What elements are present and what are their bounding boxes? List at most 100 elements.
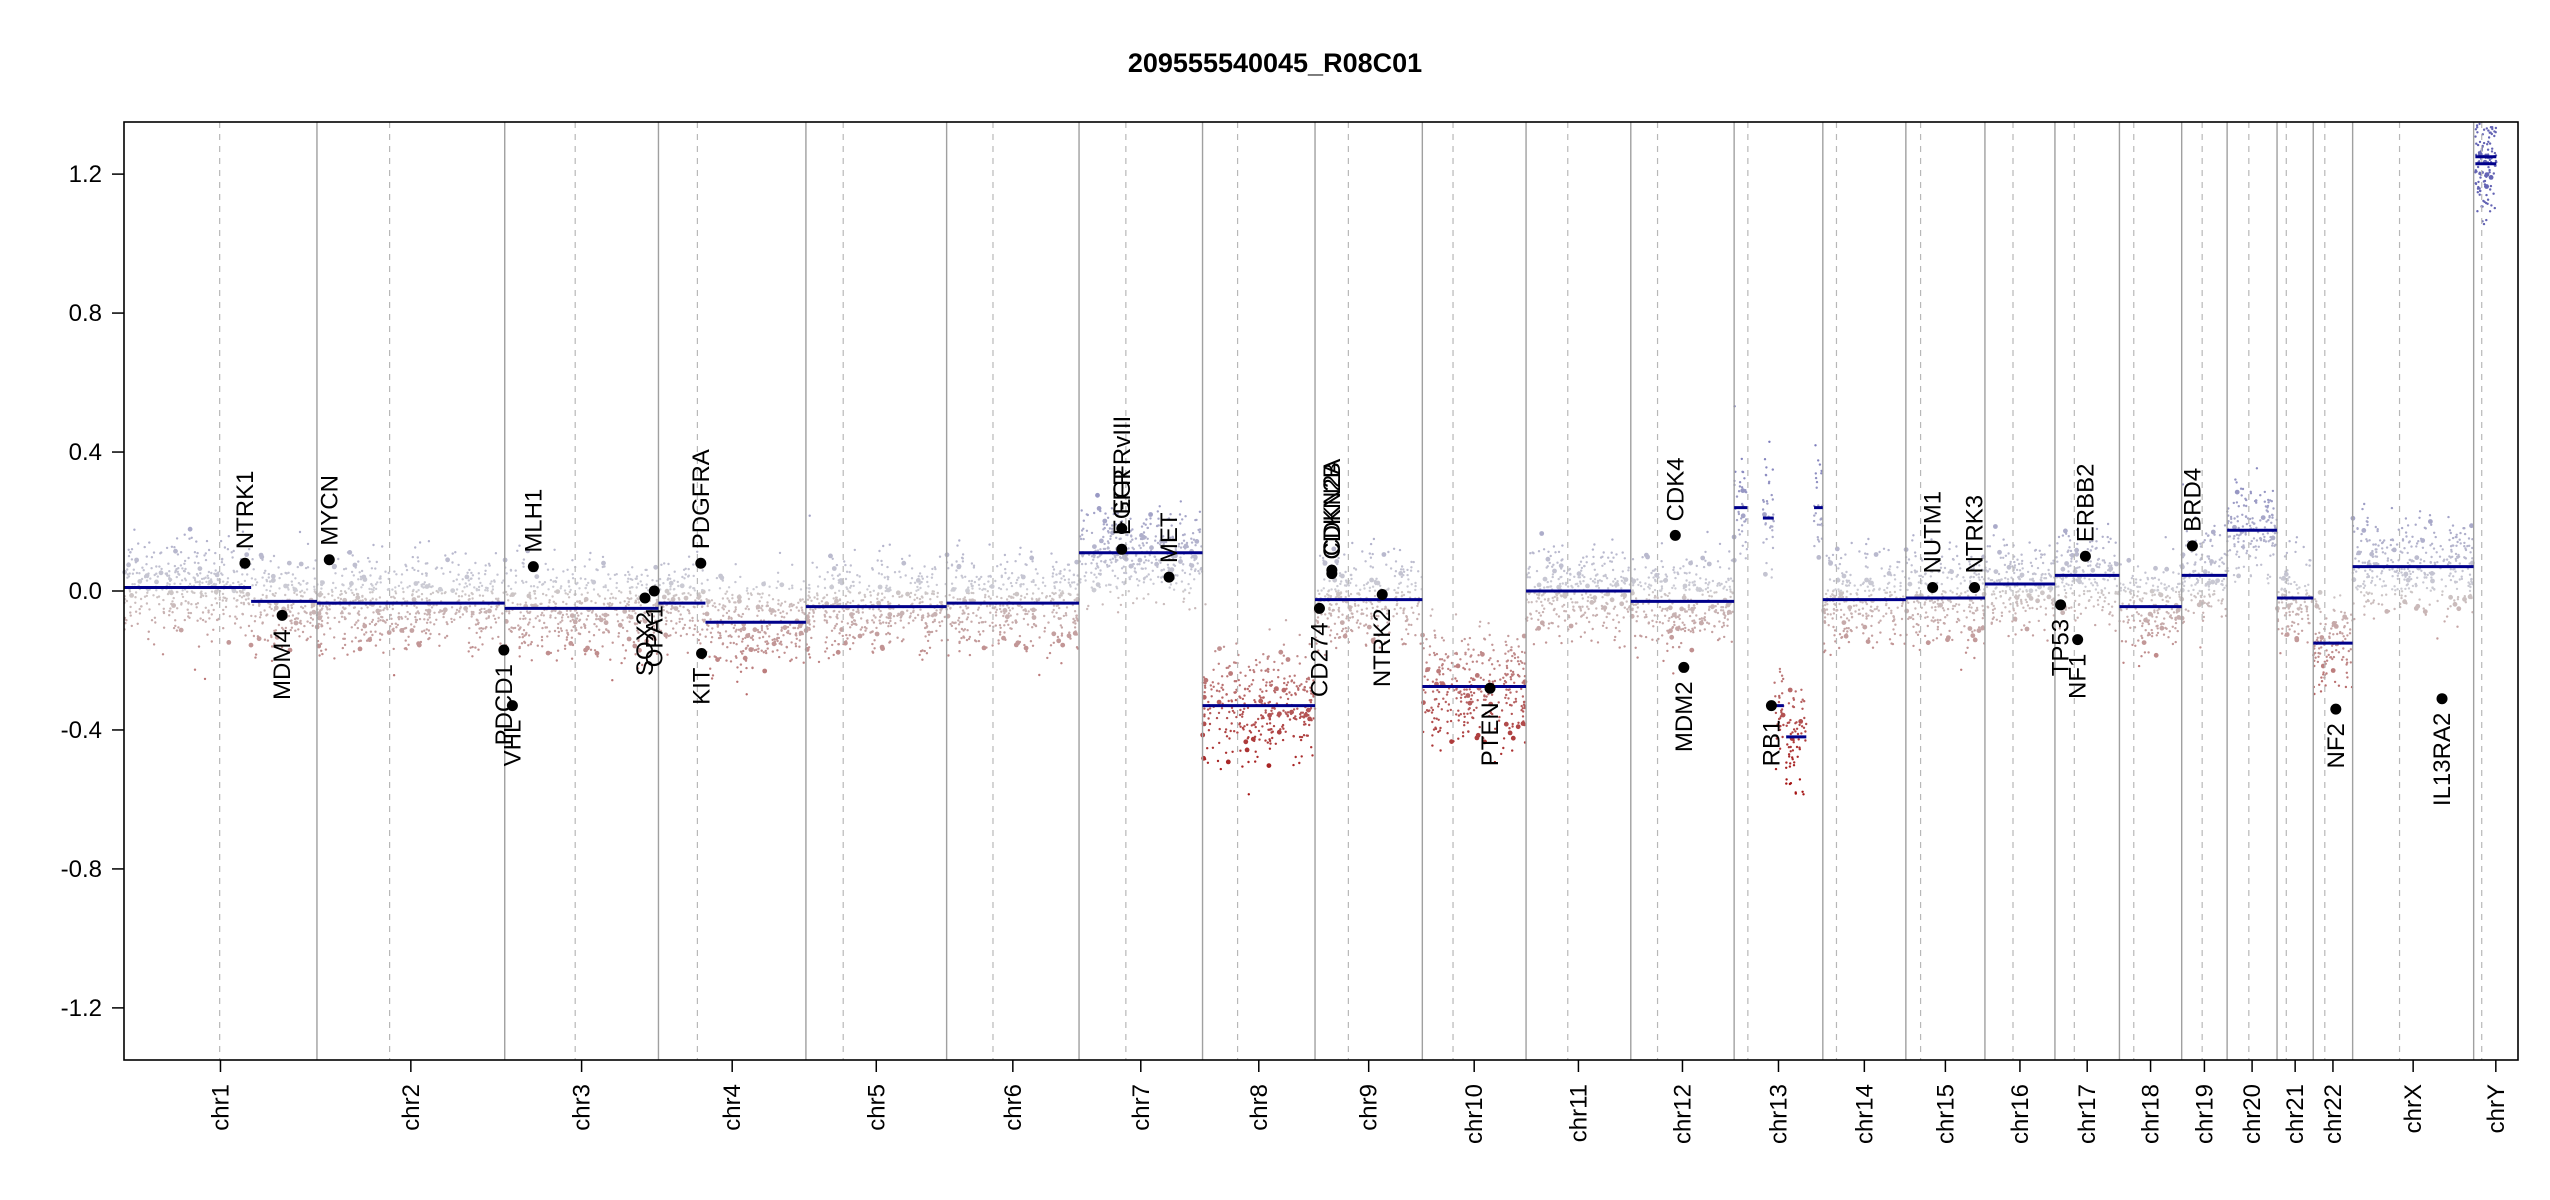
probe-point: [1489, 657, 1492, 660]
probe-point: [261, 576, 264, 579]
probe-point: [186, 590, 189, 593]
probe-point: [825, 593, 829, 597]
probe-point: [1007, 623, 1010, 626]
probe-point: [1337, 636, 1341, 639]
probe-point: [557, 630, 561, 634]
probe-point: [984, 620, 987, 624]
probe-point: [725, 659, 728, 662]
probe-point: [171, 611, 174, 614]
probe-point: [1152, 582, 1155, 585]
probe-point: [1072, 617, 1075, 621]
probe-point: [227, 535, 230, 538]
probe-point: [644, 638, 650, 644]
probe-point: [1003, 553, 1007, 557]
probe-point: [1283, 677, 1286, 680]
probe-point: [588, 558, 591, 561]
probe-point: [1407, 578, 1410, 581]
probe-point: [816, 594, 819, 597]
probe-point: [619, 601, 622, 604]
probe-point: [1402, 611, 1405, 615]
probe-point: [611, 641, 614, 644]
probe-point: [924, 635, 927, 638]
probe-point: [957, 619, 960, 622]
probe-point: [843, 560, 846, 563]
probe-point: [1208, 707, 1212, 710]
probe-point: [651, 579, 654, 582]
probe-point: [1281, 662, 1284, 665]
probe-point: [1188, 564, 1192, 567]
probe-point: [234, 615, 237, 618]
probe-point: [1512, 652, 1516, 655]
probe-point: [823, 578, 826, 581]
probe-point: [970, 562, 974, 565]
probe-point: [464, 582, 467, 585]
probe-point: [699, 642, 702, 645]
probe-point: [741, 640, 744, 643]
probe-point: [128, 572, 131, 575]
probe-point: [1203, 715, 1206, 718]
probe-point: [1551, 575, 1554, 579]
probe-point: [1631, 584, 1635, 587]
probe-point: [1305, 709, 1309, 712]
probe-point: [1673, 623, 1676, 627]
probe-point: [958, 539, 961, 542]
probe-point: [1703, 628, 1707, 631]
probe-point: [1268, 722, 1272, 725]
probe-point: [230, 551, 233, 554]
probe-point: [397, 612, 401, 615]
probe-point: [527, 634, 531, 637]
probe-point: [1591, 627, 1594, 631]
probe-point: [1724, 606, 1728, 609]
probe-point: [465, 610, 468, 613]
probe-point: [280, 572, 283, 576]
probe-point: [265, 578, 268, 582]
probe-point: [1614, 635, 1617, 639]
probe-point: [824, 641, 827, 644]
probe-point: [407, 635, 410, 638]
probe-point: [320, 587, 323, 590]
probe-point: [222, 627, 225, 630]
probe-point: [127, 554, 131, 558]
probe-point: [505, 572, 508, 575]
probe-point: [640, 573, 643, 576]
probe-point: [1005, 610, 1008, 613]
probe-point: [624, 649, 628, 652]
probe-point: [320, 593, 324, 596]
probe-point: [1090, 586, 1094, 589]
probe-point: [208, 617, 211, 620]
probe-point: [1476, 699, 1479, 702]
probe-point: [202, 594, 205, 597]
probe-point: [721, 623, 724, 626]
probe-point: [1544, 641, 1548, 644]
probe-point: [1561, 558, 1564, 561]
probe-point: [1612, 618, 1615, 621]
probe-point: [1093, 573, 1096, 576]
probe-point: [522, 629, 526, 632]
probe-point: [1222, 645, 1226, 648]
probe-point: [889, 619, 892, 623]
probe-point: [414, 612, 418, 615]
probe-point: [652, 615, 656, 618]
probe-point: [518, 655, 521, 658]
probe-point: [1540, 600, 1543, 604]
probe-point: [675, 593, 678, 597]
probe-point: [1517, 663, 1521, 666]
probe-point: [1080, 509, 1083, 512]
probe-point: [247, 624, 251, 628]
probe-point: [878, 622, 882, 625]
probe-point: [514, 569, 517, 572]
probe-point: [305, 588, 309, 591]
probe-point: [378, 577, 381, 580]
probe-point: [1249, 731, 1253, 734]
probe-point: [1457, 737, 1460, 740]
probe-point: [756, 644, 759, 647]
probe-point: [287, 571, 290, 574]
probe-point: [273, 609, 276, 612]
probe-point: [270, 645, 274, 648]
probe-point: [1644, 552, 1649, 558]
probe-point: [627, 570, 630, 574]
probe-point: [1505, 666, 1509, 670]
probe-point: [1674, 587, 1677, 590]
probe-point: [518, 636, 521, 639]
probe-point: [1458, 691, 1461, 695]
